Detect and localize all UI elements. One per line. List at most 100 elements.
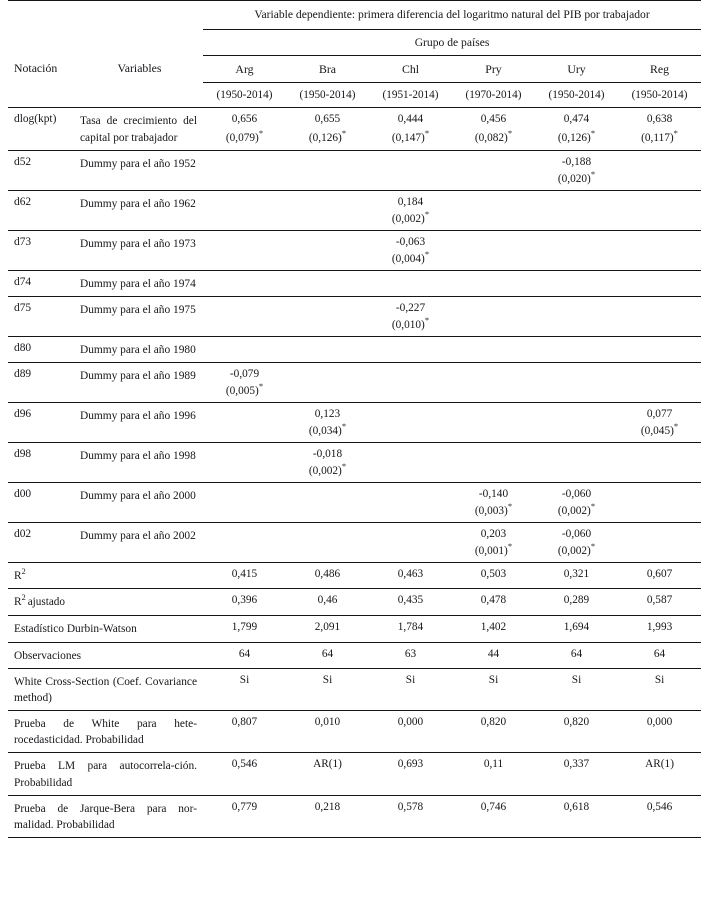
table-row: d02 Dummy para el año 2002 0,203 -0,060 xyxy=(8,522,702,563)
cell-se-ury: (0,002)* xyxy=(557,501,596,518)
row-notation: d00 xyxy=(8,482,76,505)
cell-coef-chl: -0,063 xyxy=(369,229,452,252)
cell-stat-chl: 0,693 xyxy=(369,752,452,796)
header-spacer-left xyxy=(8,0,203,30)
cell-se-reg xyxy=(618,318,701,337)
table-row: d80 Dummy para el año 1980 xyxy=(8,336,702,363)
cell-coef-bra xyxy=(286,269,369,297)
cell-coef-reg xyxy=(618,269,702,297)
column-header-country-chl: Chl xyxy=(369,55,452,83)
table-row-standard-error: (0,005)* xyxy=(8,381,701,403)
significance-star: * xyxy=(590,501,596,512)
cell-coef-chl: 0,444 xyxy=(369,107,452,131)
cell-coef-ury: -0,060 xyxy=(535,522,618,545)
cell-stat-ury: 64 xyxy=(535,641,618,669)
regression-results-table: Variable dependiente: primera diferencia… xyxy=(8,0,702,839)
cell-stat-reg: AR(1) xyxy=(618,752,702,796)
cell-coef-arg xyxy=(203,269,286,297)
cell-stat-arg: 1,799 xyxy=(203,615,286,643)
table-row-standard-error: (0,002)* xyxy=(8,461,701,483)
cell-se-ury xyxy=(535,252,618,271)
table-row-standard-error: (0,001)* (0,002)* xyxy=(8,542,701,563)
cell-se-bra xyxy=(286,384,369,403)
cell-se-bra: (0,002)* xyxy=(308,461,347,478)
cell-se-chl: (0,010)* xyxy=(391,315,430,332)
cell-stat-pry: 0,503 xyxy=(452,562,535,589)
row-notation: d80 xyxy=(8,336,76,363)
row-notation-continuation xyxy=(8,252,76,271)
cell-se-chl: (0,004)* xyxy=(391,249,430,265)
row-variable-label: Dummy para el año 1998 xyxy=(76,442,203,483)
cell-se-arg: (0,005)* xyxy=(225,381,264,398)
cell-coef-pry xyxy=(452,269,535,297)
stats-row-label: R2 ajustado xyxy=(8,588,203,616)
cell-stat-reg: Si xyxy=(618,667,702,711)
cell-stat-pry: 1,402 xyxy=(452,615,535,643)
cell-coef-reg xyxy=(618,482,702,505)
row-variable-label: Dummy para el año 2000 xyxy=(76,482,203,523)
cell-coef-arg xyxy=(203,149,286,172)
cell-se-pry xyxy=(452,172,535,191)
cell-coef-arg xyxy=(203,296,286,319)
row-notation-continuation xyxy=(8,464,76,483)
row-notation-continuation xyxy=(8,384,76,403)
significance-star: * xyxy=(507,501,513,512)
cell-stat-bra: 64 xyxy=(286,641,369,669)
row-notation: d62 xyxy=(8,189,76,212)
cell-coef-pry xyxy=(452,336,535,363)
cell-coef-arg xyxy=(203,189,286,212)
cell-stat-arg: 64 xyxy=(203,641,286,669)
cell-stat-reg: 64 xyxy=(618,641,702,669)
cell-se-pry xyxy=(452,464,535,483)
cell-se-pry xyxy=(452,212,535,231)
cell-se-ury: (0,020)* xyxy=(557,169,596,185)
cell-coef-ury xyxy=(535,189,618,212)
cell-coef-bra xyxy=(286,362,369,385)
significance-star: * xyxy=(507,127,513,138)
cell-se-pry: (0,082)* xyxy=(474,127,513,144)
cell-se-pry xyxy=(452,384,535,403)
cell-coef-arg: 0,656 xyxy=(203,107,286,131)
stats-label-text: R2 ajustado xyxy=(14,593,65,609)
row-variable-label: Dummy para el año 1989 xyxy=(76,362,203,403)
cell-coef-reg xyxy=(618,522,702,545)
cell-se-bra xyxy=(286,252,369,271)
cell-coef-bra xyxy=(286,336,369,363)
stats-label-suffix: ajustado xyxy=(27,596,65,609)
row-variable-label: Dummy para el año 1962 xyxy=(76,189,203,231)
stats-row-label: Prueba de Jarque-Bera para nor-malidad. … xyxy=(8,794,203,838)
table-body: dlog(kpt) Tasa de crecimiento del capital… xyxy=(8,107,702,838)
cell-coef-pry xyxy=(452,296,535,319)
cell-se-arg xyxy=(203,504,286,523)
significance-star: * xyxy=(424,209,430,220)
bottom-rule xyxy=(8,837,702,839)
cell-coef-chl: -0,227 xyxy=(369,296,452,319)
cell-se-arg: (0,079)* xyxy=(225,127,264,144)
cell-coef-chl xyxy=(369,442,452,465)
superscript-two: 2 xyxy=(21,593,26,603)
cell-coef-chl: 0,184 xyxy=(369,189,452,212)
cell-coef-bra xyxy=(286,296,369,319)
cell-se-chl xyxy=(369,464,452,483)
cell-coef-ury xyxy=(535,296,618,319)
cell-stat-pry: 0,11 xyxy=(452,752,535,796)
cell-se-arg xyxy=(203,464,286,483)
table-row: d74 Dummy para el año 1974 xyxy=(8,269,702,297)
stats-row: Observaciones 64 64 63 44 64 64 xyxy=(8,641,702,669)
cell-stat-bra: 0,218 xyxy=(286,794,369,838)
cell-coef-chl xyxy=(369,522,452,545)
significance-star: * xyxy=(341,421,347,432)
row-notation-continuation xyxy=(8,504,76,523)
cell-coef-reg xyxy=(618,149,702,172)
stats-row-label: White Cross-Section (Coef. Covariance me… xyxy=(8,667,203,711)
group-header-countries: Grupo de países xyxy=(203,29,702,56)
significance-star: * xyxy=(673,421,679,432)
cell-se-ury xyxy=(535,212,618,231)
table-row: d89 Dummy para el año 1989 -0,079 xyxy=(8,362,702,403)
stats-row: Estadístico Durbin-Watson 1,799 2,091 1,784… xyxy=(8,615,702,643)
significance-star: * xyxy=(590,169,596,180)
cell-coef-bra xyxy=(286,482,369,505)
cell-se-reg xyxy=(618,464,701,483)
cell-coef-pry xyxy=(452,149,535,172)
significance-star: * xyxy=(341,461,347,472)
